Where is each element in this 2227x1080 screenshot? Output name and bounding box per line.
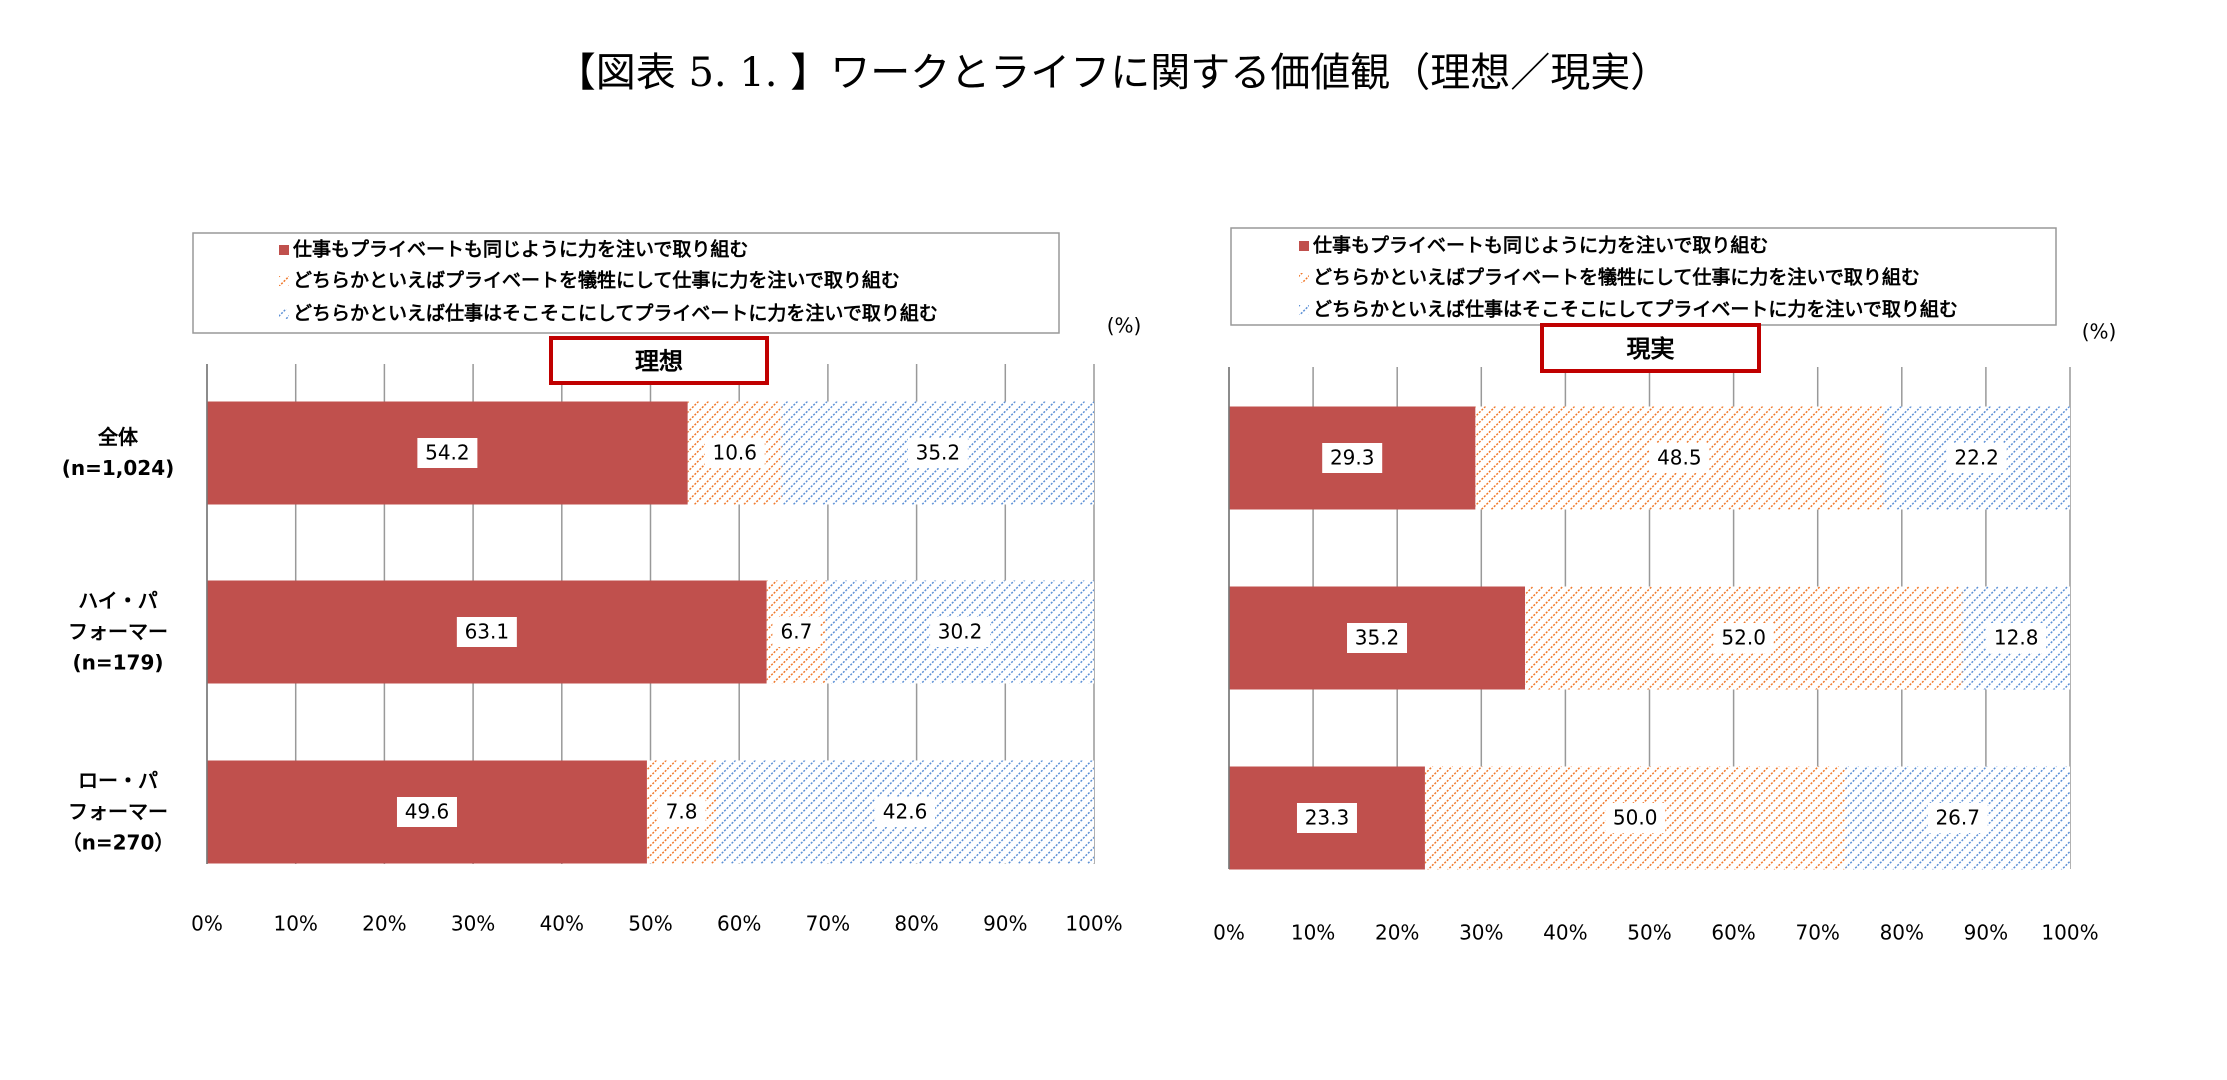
x-tick-label: 100% [2041, 921, 2098, 945]
unit-label: (%) [1107, 314, 1142, 338]
value-label-bg [930, 617, 991, 647]
legend-label: どちらかといえばプライベートを犠牲にして仕事に力を注いで取り組む [1313, 266, 1920, 289]
category-label: ロー・パ フォーマー （n=270） [61, 768, 175, 855]
legend-label: 仕事もプライベートも同じように力を注いで取り組む [1312, 234, 1768, 257]
value-label-bg [704, 438, 765, 468]
value-label-bg [875, 797, 936, 827]
x-tick-label: 70% [806, 912, 850, 936]
value-label-bg [1605, 803, 1666, 833]
x-tick-label: 10% [1291, 921, 1335, 945]
x-tick-label: 0% [1213, 921, 1245, 945]
value-label-bg [1927, 803, 1988, 833]
panel-title-box [1540, 323, 1761, 373]
legend-label: どちらかといえば仕事はそこそこにしてプライベートに力を注いで取り組む [293, 302, 938, 325]
value-label: 35.2 [1355, 626, 1400, 650]
value-label-bg [1347, 623, 1408, 653]
value-label: 63.1 [465, 620, 510, 644]
legend-box [1230, 227, 2057, 326]
x-tick-label: 90% [983, 912, 1027, 936]
value-label-bg [456, 617, 517, 647]
page-title: 【図表 5. 1. 】ワークとライフに関する価値観（理想／現実） [556, 50, 1670, 96]
panel-title: 理想 [635, 348, 683, 376]
value-label-bg [1946, 443, 2007, 473]
legend-swatch [279, 245, 289, 255]
value-label: 50.0 [1613, 806, 1658, 830]
value-label: 23.3 [1305, 806, 1350, 830]
value-label: 42.6 [883, 800, 928, 824]
value-label-bg [1649, 443, 1710, 473]
value-label: 10.6 [712, 441, 757, 465]
value-label-bg [907, 438, 968, 468]
legend-label: 仕事もプライベートも同じように力を注いで取り組む [292, 238, 748, 261]
value-label: 48.5 [1657, 446, 1702, 470]
panel-title-box [549, 336, 769, 385]
x-tick-label: 40% [1543, 921, 1587, 945]
x-tick-label: 80% [1880, 921, 1924, 945]
legend-swatch [1299, 305, 1309, 315]
x-tick-label: 20% [362, 912, 406, 936]
x-tick-label: 30% [1459, 921, 1503, 945]
x-tick-label: 0% [191, 912, 223, 936]
value-label: 49.6 [405, 800, 450, 824]
value-label-bg [1322, 443, 1383, 473]
legend-swatch [279, 309, 289, 319]
value-label-bg [1713, 623, 1774, 653]
category-label: 全体 (n=1,024) [61, 425, 175, 480]
x-tick-label: 50% [1627, 921, 1671, 945]
x-tick-label: 90% [1964, 921, 2008, 945]
x-tick-label: 50% [628, 912, 672, 936]
x-tick-label: 60% [717, 912, 761, 936]
panel-title: 現実 [1627, 335, 1675, 363]
legend-swatch [279, 276, 289, 286]
legend-label: どちらかといえばプライベートを犠牲にして仕事に力を注いで取り組む [293, 269, 900, 292]
value-label: 29.3 [1330, 446, 1375, 470]
value-label: 30.2 [938, 620, 983, 644]
x-tick-label: 20% [1375, 921, 1419, 945]
value-label: 54.2 [425, 441, 470, 465]
value-label: 22.2 [1954, 446, 1999, 470]
value-label: 52.0 [1721, 626, 1766, 650]
value-label-bg [396, 797, 457, 827]
x-tick-label: 80% [894, 912, 938, 936]
value-label: 26.7 [1935, 806, 1980, 830]
x-tick-label: 100% [1065, 912, 1122, 936]
value-label-bg [417, 438, 478, 468]
legend-swatch [1299, 273, 1309, 283]
x-tick-label: 60% [1711, 921, 1755, 945]
value-label: 6.7 [781, 620, 813, 644]
value-label: 35.2 [916, 441, 961, 465]
value-label: 12.8 [1994, 626, 2039, 650]
legend-box [192, 232, 1060, 334]
value-label: 7.8 [666, 800, 698, 824]
unit-label: (%) [2082, 320, 2117, 344]
x-tick-label: 70% [1795, 921, 1839, 945]
legend-label: どちらかといえば仕事はそこそこにしてプライベートに力を注いで取り組む [1313, 298, 1958, 321]
value-label-bg [1296, 803, 1357, 833]
value-label-bg [657, 797, 706, 827]
x-tick-label: 30% [451, 912, 495, 936]
value-label-bg [1986, 623, 2047, 653]
category-label: ハイ・パ フォーマー (n=179) [68, 588, 168, 675]
x-tick-label: 40% [540, 912, 584, 936]
x-tick-label: 10% [273, 912, 317, 936]
legend-swatch [1299, 241, 1309, 251]
value-label-bg [772, 617, 821, 647]
